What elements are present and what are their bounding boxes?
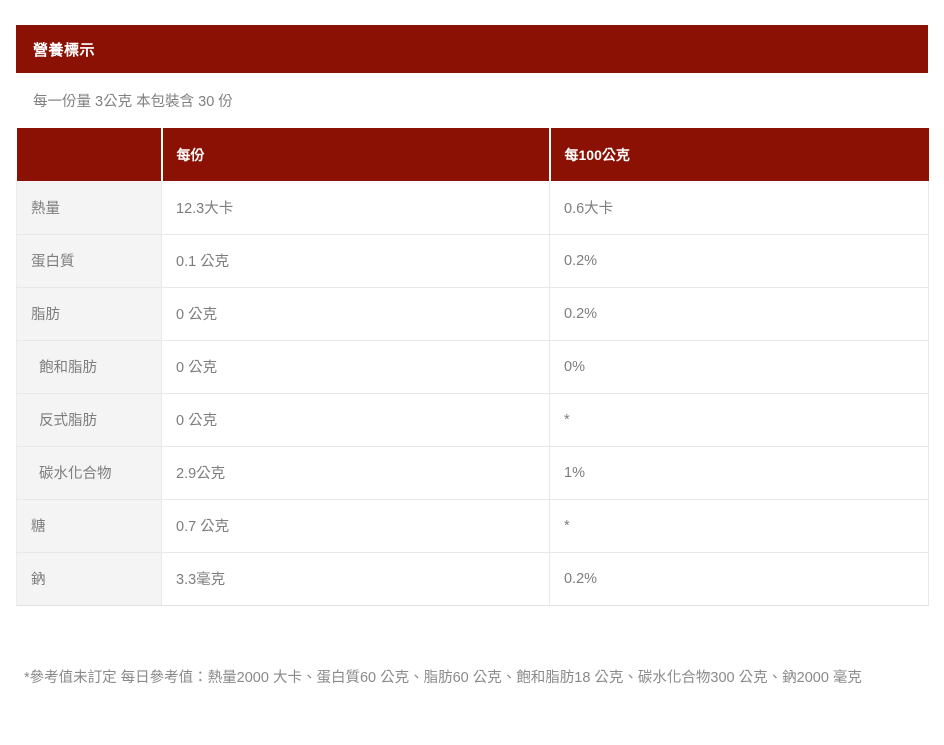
nutrition-table: 每份 每100公克 熱量 12.3大卡 0.6大卡 蛋白質 0.1 公克 0.2% 脂肪 0 … xyxy=(16,128,929,606)
table-row: 脂肪 0 公克 0.2% xyxy=(16,287,929,341)
table-row: 碳水化合物 2.9公克 1% xyxy=(16,446,929,500)
value-per-100g: 0% xyxy=(549,340,929,394)
value-per-100g: 1% xyxy=(549,446,929,500)
table-row: 糖 0.7 公克 * xyxy=(16,499,929,553)
column-header-per-serving: 每份 xyxy=(161,128,551,181)
nutrition-facts-panel: 營養標示 每一份量 3公克 本包裝含 30 份 每份 每100公克 熱量 12.3… xyxy=(16,25,929,606)
nutrient-label: 碳水化合物 xyxy=(16,446,162,500)
table-row: 蛋白質 0.1 公克 0.2% xyxy=(16,234,929,288)
table-row: 熱量 12.3大卡 0.6大卡 xyxy=(16,181,929,235)
table-row: 鈉 3.3毫克 0.2% xyxy=(16,552,929,606)
nutrient-label: 蛋白質 xyxy=(16,234,162,288)
column-header-per-100g: 每100公克 xyxy=(549,128,929,181)
nutrient-label: 鈉 xyxy=(16,552,162,606)
value-per-serving: 2.9公克 xyxy=(161,446,550,500)
value-per-100g: 0.2% xyxy=(549,552,929,606)
nutrient-label: 飽和脂肪 xyxy=(16,340,162,394)
table-row: 反式脂肪 0 公克 * xyxy=(16,393,929,447)
serving-info-text: 每一份量 3公克 本包裝含 30 份 xyxy=(33,94,233,110)
page-title: 營養標示 xyxy=(33,41,96,59)
nutrition-table-body: 熱量 12.3大卡 0.6大卡 蛋白質 0.1 公克 0.2% 脂肪 0 公克 0.2% 飽和脂肪… xyxy=(16,181,929,606)
value-per-100g: * xyxy=(549,499,929,553)
value-per-100g: 0.2% xyxy=(549,234,929,288)
serving-info-row: 每一份量 3公克 本包裝含 30 份 xyxy=(16,73,928,128)
value-per-serving: 3.3毫克 xyxy=(161,552,550,606)
reference-values-footnote: *參考值未訂定 每日參考值：熱量2000 大卡、蛋白質60 公克、脂肪60 公克… xyxy=(16,662,928,695)
table-header-row: 每份 每100公克 xyxy=(16,128,929,181)
nutrient-label: 熱量 xyxy=(16,181,162,235)
value-per-serving: 0 公克 xyxy=(161,287,550,341)
nutrition-panel-header: 營養標示 xyxy=(16,25,928,73)
nutrition-table-head: 每份 每100公克 xyxy=(16,128,929,181)
nutrient-label: 糖 xyxy=(16,499,162,553)
value-per-100g: 0.2% xyxy=(549,287,929,341)
value-per-serving: 12.3大卡 xyxy=(161,181,550,235)
value-per-100g: 0.6大卡 xyxy=(549,181,929,235)
value-per-serving: 0.7 公克 xyxy=(161,499,550,553)
footnote-text: *參考值未訂定 每日參考值：熱量2000 大卡、蛋白質60 公克、脂肪60 公克… xyxy=(24,670,862,686)
value-per-serving: 0 公克 xyxy=(161,340,550,394)
column-header-nutrient xyxy=(16,128,163,181)
value-per-serving: 0 公克 xyxy=(161,393,550,447)
nutrient-label: 反式脂肪 xyxy=(16,393,162,447)
value-per-100g: * xyxy=(549,393,929,447)
nutrient-label: 脂肪 xyxy=(16,287,162,341)
table-row: 飽和脂肪 0 公克 0% xyxy=(16,340,929,394)
value-per-serving: 0.1 公克 xyxy=(161,234,550,288)
